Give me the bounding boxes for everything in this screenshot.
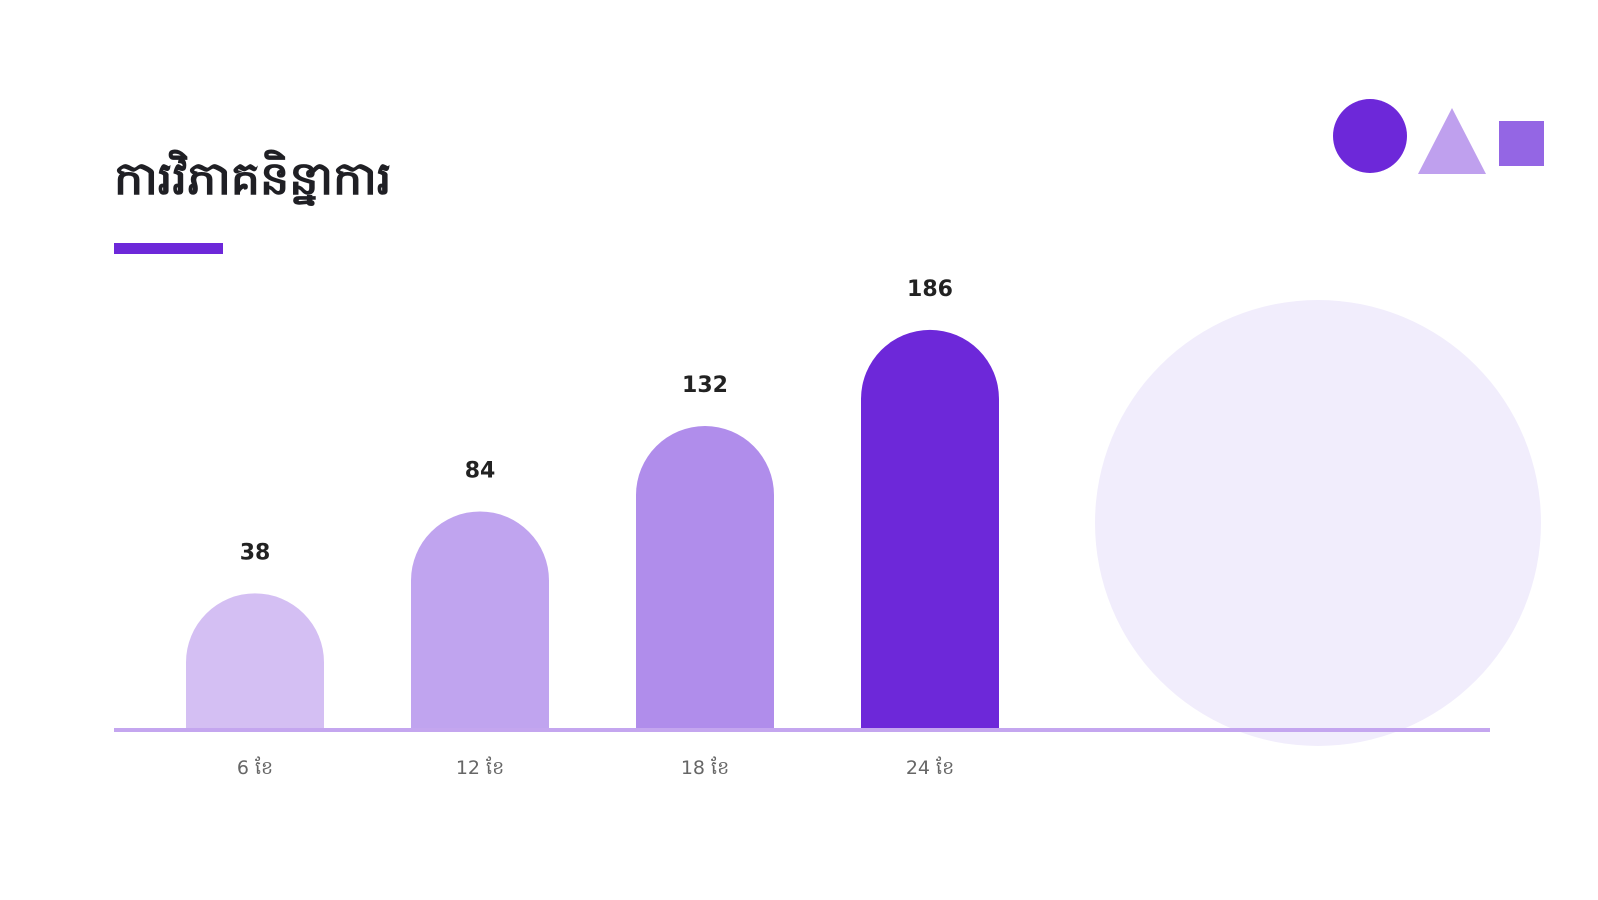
- decor-square: [1499, 121, 1544, 166]
- decor-circle-large: [1095, 300, 1541, 746]
- bar: [411, 511, 549, 728]
- x-tick-label: 18 ខែ: [681, 756, 729, 779]
- decor-triangle: [1418, 108, 1486, 174]
- data-label: 84: [465, 458, 496, 483]
- chart-title: ការវិភាគនិន្នាការ: [114, 149, 391, 206]
- bar: [636, 426, 774, 728]
- decor-circle: [1333, 99, 1407, 173]
- x-tick-label: 12 ខែ: [456, 756, 504, 779]
- bar: [186, 593, 324, 728]
- x-tick-label: 6 ខែ: [237, 756, 273, 779]
- bar: [861, 329, 999, 728]
- data-label: 38: [240, 540, 271, 565]
- title-underline: [114, 243, 223, 254]
- data-label: 186: [907, 277, 953, 302]
- data-label: 132: [682, 373, 728, 398]
- x-tick-label: 24 ខែ: [906, 756, 954, 779]
